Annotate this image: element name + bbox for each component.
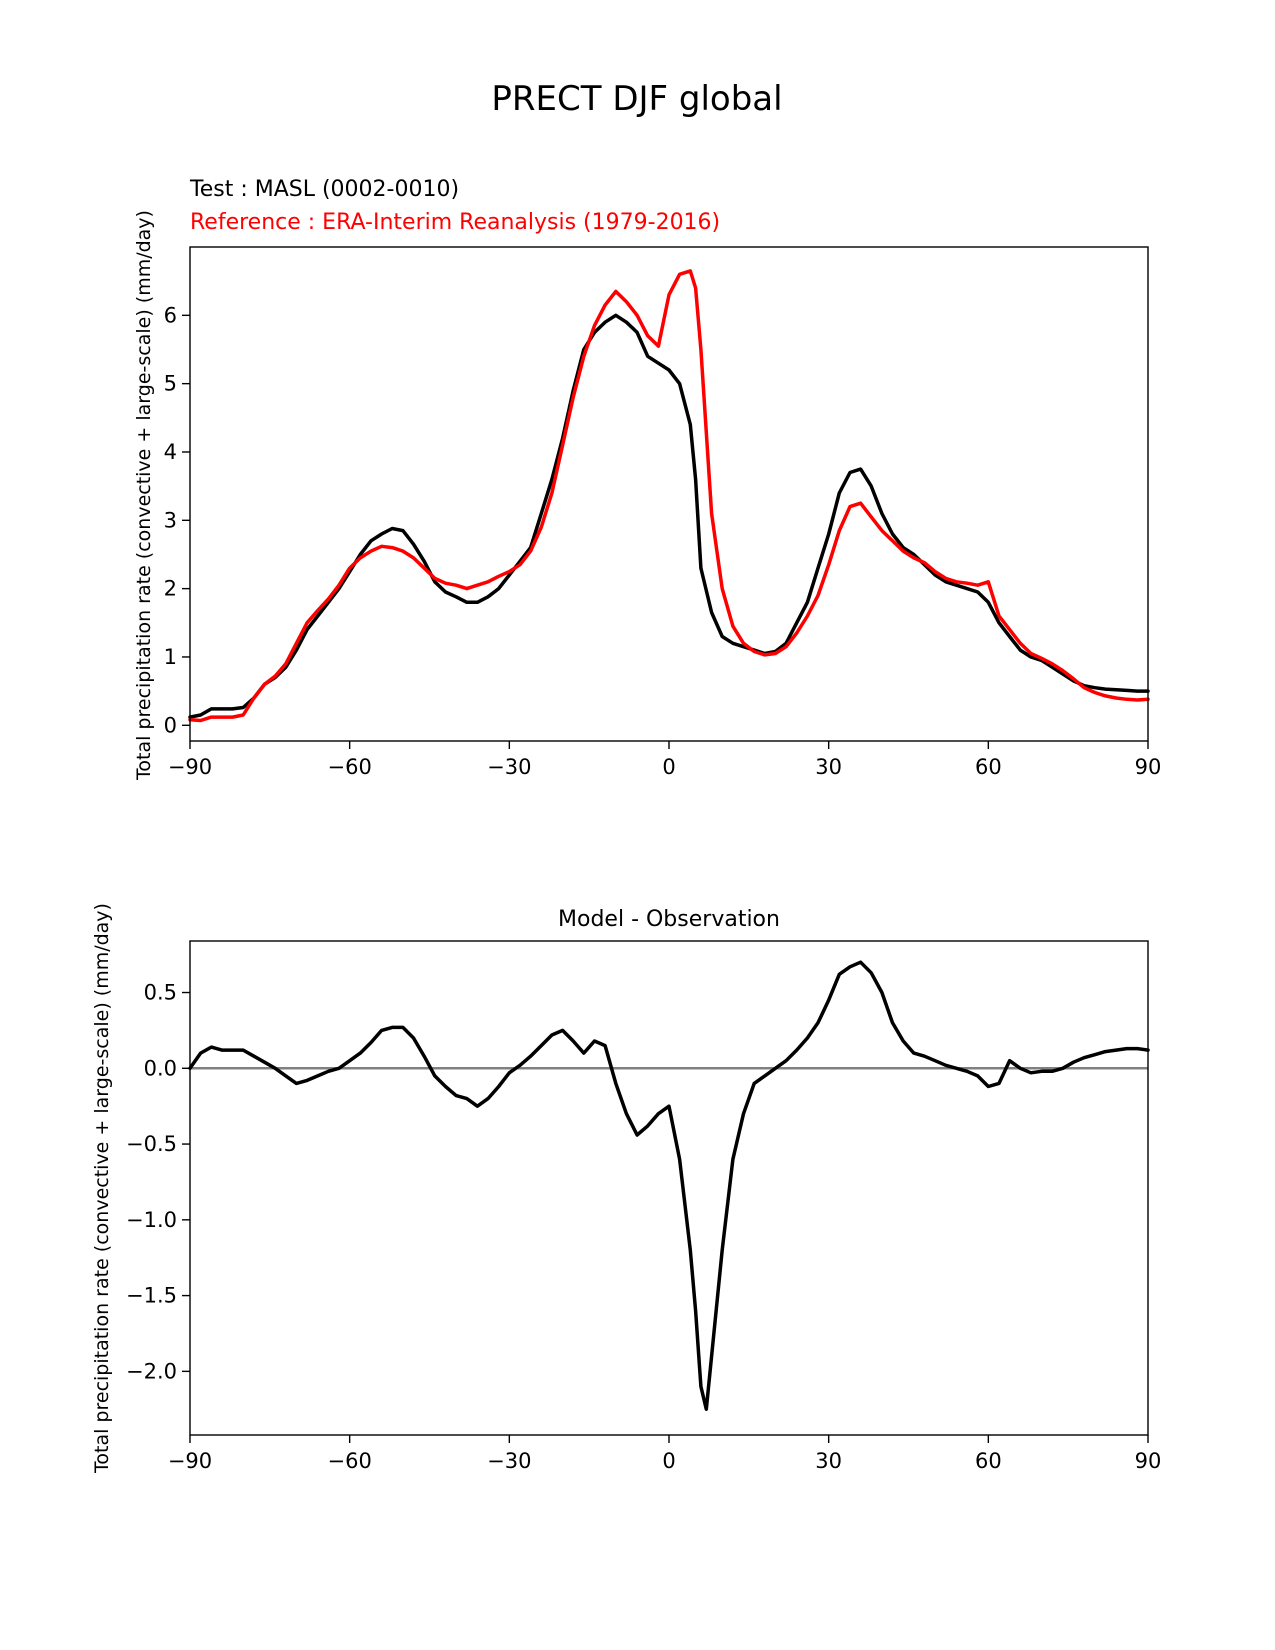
top-series: [188, 269, 1150, 723]
y-tick-label: 1: [164, 645, 177, 669]
reference-series-line: [188, 269, 1150, 723]
top-plot-frame: [189, 246, 1149, 742]
bottom-series: [188, 960, 1150, 1411]
bottom-y-ticks: −2.0 −1.5 −1.0 −0.5 0.0 0.5: [126, 981, 190, 1383]
x-tick-label: −30: [487, 755, 531, 779]
y-tick-label: 2: [164, 577, 177, 601]
top-x-ticks: −90 −60 −30 0 30 60 90: [168, 741, 1162, 779]
test-series-line: [188, 313, 1150, 719]
bottom-y-axis-label: Total precipitation rate (convective + l…: [91, 903, 113, 1474]
x-tick-label: −60: [328, 1449, 372, 1473]
bottom-panel: Model - Observation Total precipitation …: [91, 903, 1161, 1474]
difference-series-line: [188, 960, 1150, 1411]
y-tick-label: 0.0: [144, 1056, 177, 1080]
x-tick-label: −90: [168, 1449, 212, 1473]
bottom-x-ticks: −90 −60 −30 0 30 60 90: [168, 1435, 1162, 1473]
y-tick-label: 5: [164, 372, 177, 396]
x-tick-label: 90: [1135, 1449, 1162, 1473]
top-y-axis-label: Total precipitation rate (convective + l…: [133, 210, 155, 781]
y-tick-label: −0.5: [126, 1132, 177, 1156]
x-tick-label: 30: [815, 755, 842, 779]
y-tick-label: 0.5: [144, 981, 177, 1005]
y-tick-label: 6: [164, 303, 177, 327]
bottom-panel-title: Model - Observation: [558, 907, 780, 932]
y-tick-label: −1.5: [126, 1284, 177, 1308]
x-tick-label: −90: [168, 755, 212, 779]
x-tick-label: 60: [975, 755, 1002, 779]
y-tick-label: −1.0: [126, 1208, 177, 1232]
x-tick-label: 90: [1135, 755, 1162, 779]
x-tick-label: 0: [662, 1449, 675, 1473]
y-tick-label: 3: [164, 508, 177, 532]
top-test-label: Test : MASL (0002-0010): [189, 177, 459, 202]
x-tick-label: 0: [662, 755, 675, 779]
figure-title: PRECT DJF global: [491, 79, 782, 119]
x-tick-label: −30: [487, 1449, 531, 1473]
y-tick-label: 4: [164, 440, 177, 464]
bottom-plot-frame: [189, 940, 1149, 1436]
x-tick-label: 60: [975, 1449, 1002, 1473]
x-tick-label: 30: [815, 1449, 842, 1473]
y-tick-label: −2.0: [126, 1359, 177, 1383]
x-tick-label: −60: [328, 755, 372, 779]
top-reference-label: Reference : ERA-Interim Reanalysis (1979…: [190, 210, 720, 235]
top-y-ticks: 0 1 2 3 4 5 6: [164, 303, 190, 737]
top-panel: Test : MASL (0002-0010) Reference : ERA-…: [133, 177, 1161, 781]
y-tick-label: 0: [164, 713, 177, 737]
